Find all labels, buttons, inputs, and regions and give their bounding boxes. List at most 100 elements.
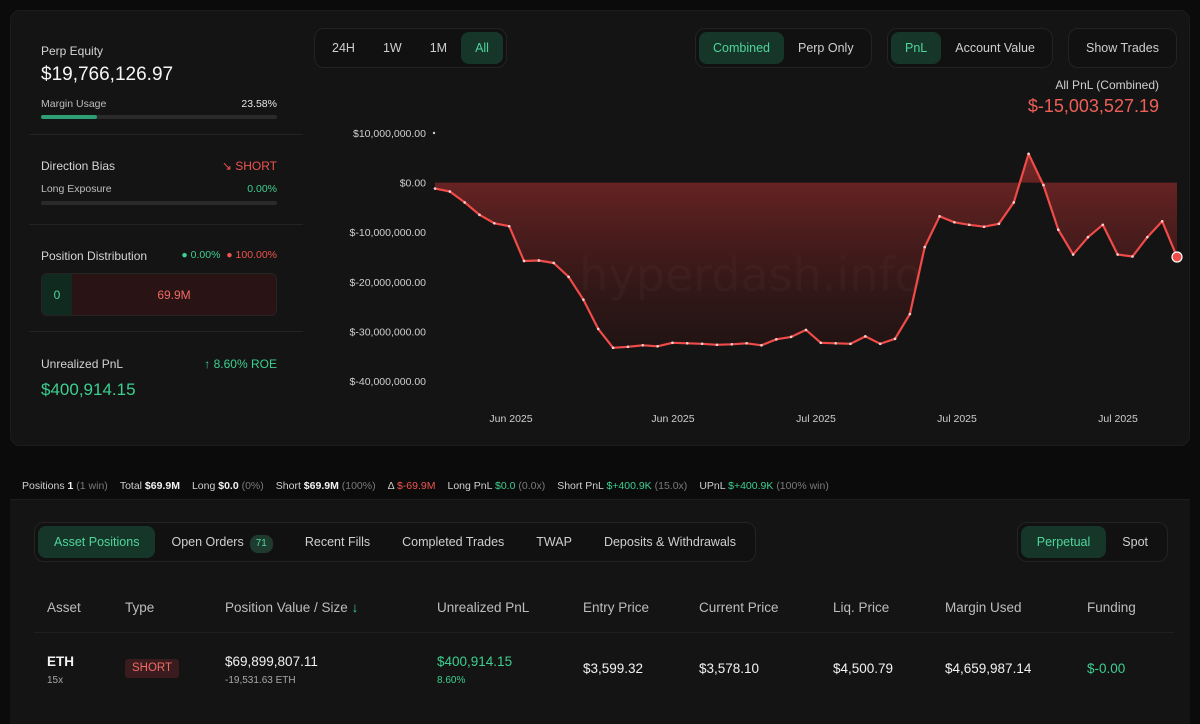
market-spot[interactable]: Spot xyxy=(1122,535,1148,549)
margin-usage-label: Margin Usage xyxy=(41,98,107,110)
pnl-point xyxy=(775,338,778,341)
pnl-point xyxy=(1056,228,1060,232)
pnl-point xyxy=(730,342,734,346)
open-orders-count: 71 xyxy=(249,535,273,553)
pnl-point xyxy=(596,327,600,331)
unrealized-pnl-label: Unrealized PnL xyxy=(41,357,124,371)
timeframe-1m[interactable]: 1M xyxy=(429,41,448,55)
pnl-point xyxy=(789,335,793,339)
overview-panel: Perp Equity $19,766,126.97 Margin Usage … xyxy=(10,10,1190,446)
col-entry-price[interactable]: Entry Price xyxy=(583,600,650,615)
market-selector: Perpetual Spot xyxy=(1016,522,1168,562)
tab-open-orders[interactable]: Open Orders 71 xyxy=(155,526,288,558)
tab-deposits-withdrawals[interactable]: Deposits & Withdrawals xyxy=(603,535,736,549)
scope-selector: Combined Perp Only xyxy=(695,28,872,68)
show-trades-button[interactable]: Show Trades xyxy=(1086,41,1159,55)
pnl-point xyxy=(1131,255,1134,258)
timeframe-24h[interactable]: 24H xyxy=(332,41,355,55)
pnl-current-point xyxy=(1171,251,1183,263)
positions-stats-bar: Positions 1 (1 win) Total $69.9M Long $0… xyxy=(10,472,1190,500)
col-funding[interactable]: Funding xyxy=(1087,600,1136,615)
show-trades-wrap: Show Trades xyxy=(1068,28,1177,68)
pnl-point xyxy=(1071,253,1075,256)
pnl-chart-svg: hyperdash.info$10,000,000.00$0.00$-10,00… xyxy=(350,128,1183,425)
perp-equity-block: Perp Equity $19,766,126.97 Margin Usage … xyxy=(41,44,313,119)
pnl-point xyxy=(1042,183,1045,187)
cell-upnl-pct: 8.60% xyxy=(437,675,466,686)
metric-account-value[interactable]: Account Value xyxy=(955,41,1035,55)
col-asset[interactable]: Asset xyxy=(47,600,81,615)
divider xyxy=(29,331,303,332)
pnl-point xyxy=(582,298,585,301)
long-exposure-bar xyxy=(41,201,277,205)
pnl-point xyxy=(700,342,704,346)
divider xyxy=(29,224,303,225)
roe-value: ↑ 8.60% ROE xyxy=(204,357,277,371)
dist-long-dot-icon: ● xyxy=(181,249,188,261)
unrealized-pnl-value: $400,914.15 xyxy=(41,380,136,399)
timeframe-1w[interactable]: 1W xyxy=(382,41,402,55)
col-position-value[interactable]: Position Value / Size ↓ xyxy=(225,600,359,615)
pnl-point xyxy=(522,259,526,263)
arrow-up-icon: ↑ xyxy=(204,357,214,371)
stat-long-pnl: Long PnL $0.0 (0.0x) xyxy=(447,479,546,492)
dist-long-segment: 0 xyxy=(42,274,72,315)
col-current-price[interactable]: Current Price xyxy=(699,600,779,615)
pnl-point xyxy=(433,187,437,190)
y-tick-label: $-10,000,000.00 xyxy=(350,227,427,239)
col-type[interactable]: Type xyxy=(125,600,155,615)
type-badge: SHORT xyxy=(125,659,180,678)
pnl-point xyxy=(626,345,630,349)
pnl-area xyxy=(435,153,1177,348)
scope-combined[interactable]: Combined xyxy=(699,32,784,64)
long-exposure-label: Long Exposure xyxy=(41,183,112,195)
pnl-point xyxy=(760,343,763,347)
timeframe-selector: 24H 1W 1M All xyxy=(314,28,507,68)
position-distribution-header: Position Distribution ● 0.00% ● 100.00% xyxy=(41,249,287,263)
pnl-point xyxy=(656,344,659,348)
pnl-point xyxy=(1116,253,1119,256)
tab-asset-positions[interactable]: Asset Positions xyxy=(38,526,156,558)
pnl-point xyxy=(864,335,867,338)
x-tick-label: Jun 2025 xyxy=(651,413,694,425)
scope-perp-only[interactable]: Perp Only xyxy=(797,41,854,55)
tab-recent-fills[interactable]: Recent Fills xyxy=(304,535,371,549)
pnl-point xyxy=(982,225,986,229)
tab-twap[interactable]: TWAP xyxy=(536,535,572,549)
pnl-point xyxy=(923,245,927,249)
y-tick-label: $-30,000,000.00 xyxy=(350,326,427,338)
pnl-point xyxy=(463,201,466,204)
col-liq-price[interactable]: Liq. Price xyxy=(833,600,890,615)
cell-entry-price: $3,599.32 xyxy=(583,661,644,676)
pnl-point xyxy=(849,342,852,346)
stat-short: Short $69.9M (100%) xyxy=(275,479,376,492)
positions-tabs: Asset Positions Open Orders 71 Recent Fil… xyxy=(34,522,756,562)
pnl-point xyxy=(953,220,956,224)
pnl-point xyxy=(478,213,481,217)
stat-long: Long $0.0 (0%) xyxy=(191,479,264,492)
y-tick-label: $-40,000,000.00 xyxy=(350,376,427,388)
y-top-dot xyxy=(432,131,436,135)
y-tick-label: $0.00 xyxy=(400,178,426,190)
pnl-chart: hyperdash.info$10,000,000.00$0.00$-10,00… xyxy=(311,81,1191,431)
margin-usage-fill xyxy=(41,115,97,119)
pnl-point xyxy=(804,328,808,332)
metric-pnl[interactable]: PnL xyxy=(891,32,942,64)
direction-bias-block: Direction Bias ↘ SHORT Long Exposure 0.0… xyxy=(41,159,313,205)
tab-completed-trades[interactable]: Completed Trades xyxy=(402,535,505,549)
perp-equity-label: Perp Equity xyxy=(41,44,104,58)
margin-usage-bar xyxy=(41,115,277,119)
cell-margin-used: $4,659,987.14 xyxy=(945,661,1032,676)
col-margin-used[interactable]: Margin Used xyxy=(945,600,1022,615)
pnl-point xyxy=(834,342,837,345)
pnl-point xyxy=(641,343,645,347)
pnl-point xyxy=(1086,235,1090,239)
pnl-point xyxy=(715,343,719,347)
timeframe-all[interactable]: All xyxy=(461,32,503,64)
pnl-point xyxy=(611,346,615,350)
pnl-point xyxy=(448,190,452,193)
col-unrealized-pnl[interactable]: Unrealized PnL xyxy=(437,600,530,615)
cell-leverage: 15x xyxy=(47,675,64,686)
market-perpetual[interactable]: Perpetual xyxy=(1020,526,1107,558)
cell-liq-price: $4,500.79 xyxy=(833,661,894,676)
